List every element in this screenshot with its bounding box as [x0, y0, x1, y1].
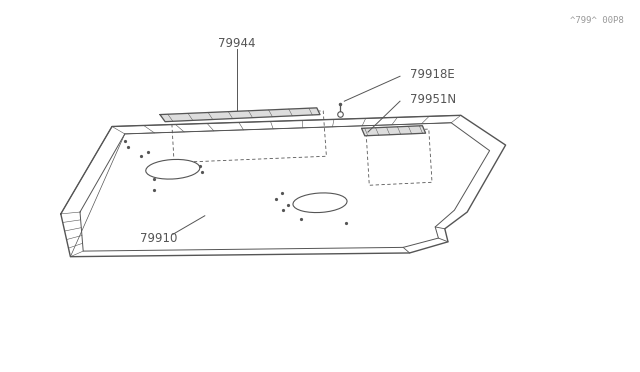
- Ellipse shape: [293, 193, 347, 212]
- Polygon shape: [362, 126, 426, 136]
- Text: 79951N: 79951N: [410, 93, 456, 106]
- Text: 79944: 79944: [218, 38, 255, 50]
- Polygon shape: [160, 108, 320, 122]
- Text: 79910: 79910: [140, 232, 177, 244]
- Polygon shape: [61, 115, 506, 257]
- Text: 79918E: 79918E: [410, 68, 454, 81]
- Ellipse shape: [146, 160, 200, 179]
- Text: ^799^ 00P8: ^799^ 00P8: [570, 16, 624, 25]
